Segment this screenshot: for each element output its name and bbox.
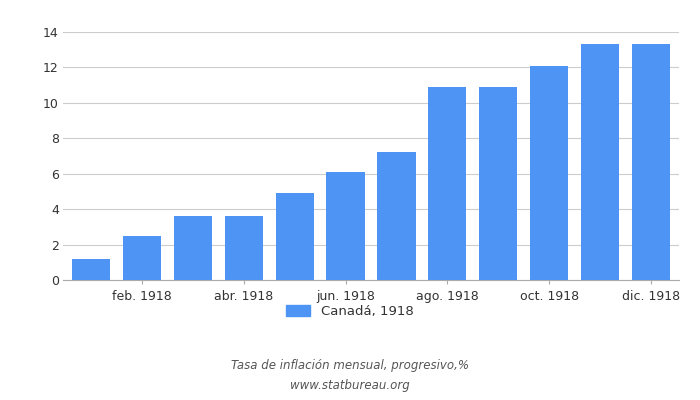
Bar [480, 87, 517, 280]
Bar [428, 87, 466, 280]
Legend: Canadá, 1918: Canadá, 1918 [281, 300, 419, 324]
Bar [276, 193, 314, 280]
Bar [225, 216, 262, 280]
Bar [581, 44, 620, 280]
Bar [122, 236, 161, 280]
Bar [632, 44, 670, 280]
Bar [174, 216, 212, 280]
Bar [326, 172, 365, 280]
Bar [377, 152, 416, 280]
Bar [72, 259, 110, 280]
Bar [530, 66, 568, 280]
Text: www.statbureau.org: www.statbureau.org [290, 380, 410, 392]
Text: Tasa de inflación mensual, progresivo,%: Tasa de inflación mensual, progresivo,% [231, 360, 469, 372]
